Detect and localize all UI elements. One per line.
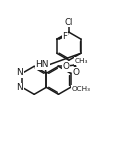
Text: N: N xyxy=(17,68,23,77)
Text: CH₃: CH₃ xyxy=(74,58,88,64)
Text: F: F xyxy=(62,32,67,41)
Text: O: O xyxy=(62,62,69,71)
Text: N: N xyxy=(17,83,23,92)
Text: HN: HN xyxy=(35,60,49,69)
Text: O: O xyxy=(73,68,79,77)
Text: OCH₃: OCH₃ xyxy=(72,86,91,92)
Text: Cl: Cl xyxy=(65,18,73,27)
